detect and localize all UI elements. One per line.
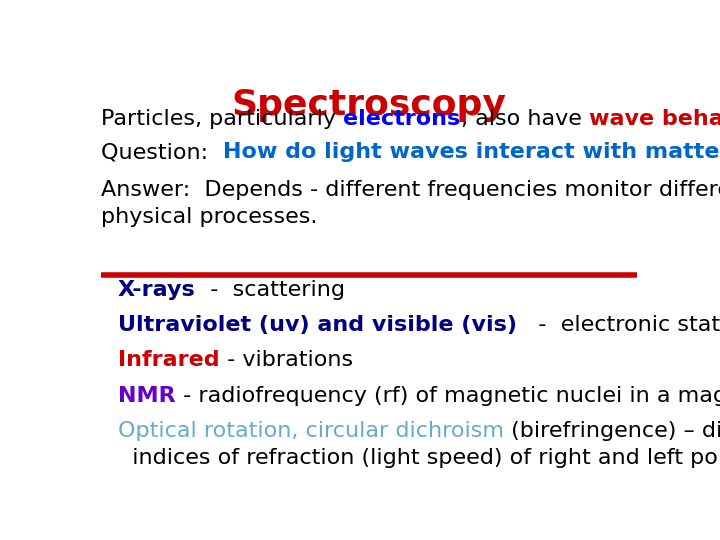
Text: -  electronic states: - electronic states: [517, 315, 720, 335]
Text: - vibrations: - vibrations: [220, 350, 353, 370]
Text: Answer:  Depends - different frequencies monitor different: Answer: Depends - different frequencies …: [101, 180, 720, 200]
Text: , also have: , also have: [461, 109, 588, 129]
Text: wave behavior: wave behavior: [588, 109, 720, 129]
Text: Ultraviolet (uv) and visible (vis): Ultraviolet (uv) and visible (vis): [118, 315, 517, 335]
Text: Spectroscopy: Spectroscopy: [232, 87, 506, 122]
Text: How do light waves interact with matter: How do light waves interact with matter: [222, 143, 720, 163]
Text: physical processes.: physical processes.: [101, 207, 318, 227]
Text: (birefringence) – different: (birefringence) – different: [504, 421, 720, 441]
Text: X-rays: X-rays: [118, 280, 196, 300]
Text: Optical rotation, circular dichroism: Optical rotation, circular dichroism: [118, 421, 504, 441]
Text: NMR: NMR: [118, 386, 176, 406]
Text: Particles, particularly: Particles, particularly: [101, 109, 343, 129]
Text: electrons: electrons: [343, 109, 461, 129]
Text: Infrared: Infrared: [118, 350, 220, 370]
Text: -  scattering: - scattering: [196, 280, 345, 300]
Text: indices of refraction (light speed) of right and left polarized light.: indices of refraction (light speed) of r…: [118, 448, 720, 468]
Text: Question:: Question:: [101, 143, 222, 163]
Text: - radiofrequency (rf) of magnetic nuclei in a magnetic field.: - radiofrequency (rf) of magnetic nuclei…: [176, 386, 720, 406]
